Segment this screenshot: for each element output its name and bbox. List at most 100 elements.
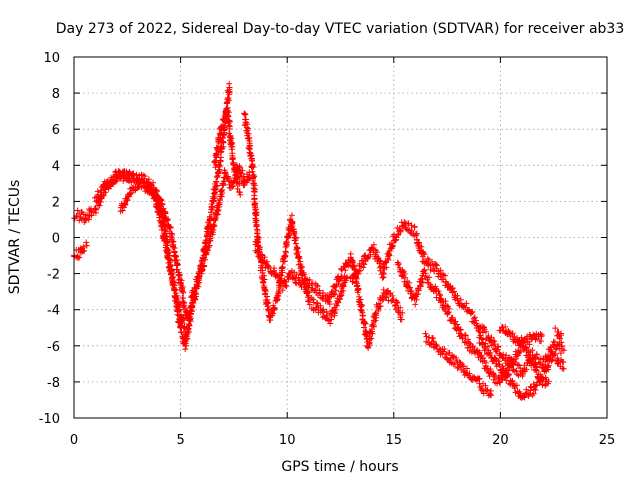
data-point <box>256 246 263 253</box>
data-point <box>433 294 440 301</box>
y-tick-label: -8 <box>47 376 60 391</box>
data-point <box>146 189 153 196</box>
data-point <box>226 86 233 93</box>
data-point <box>482 340 489 347</box>
data-point <box>264 300 271 307</box>
data-point <box>532 387 539 394</box>
data-point <box>336 296 343 303</box>
data-point <box>153 188 160 195</box>
data-point <box>452 318 459 325</box>
data-point <box>275 290 282 297</box>
data-point <box>422 330 429 337</box>
data-point <box>213 179 220 186</box>
data-point <box>476 375 483 382</box>
data-point <box>166 255 173 262</box>
data-point <box>96 202 103 209</box>
data-point <box>351 262 358 269</box>
data-point <box>502 323 509 330</box>
data-point <box>290 228 297 235</box>
data-point <box>97 199 104 206</box>
data-point <box>279 287 286 294</box>
data-point <box>545 378 552 385</box>
data-point <box>211 223 218 230</box>
data-point <box>349 275 356 282</box>
data-point <box>199 266 206 273</box>
data-point <box>413 230 420 237</box>
data-point <box>529 347 536 354</box>
data-point <box>219 186 226 193</box>
data-point <box>442 298 449 305</box>
data-point <box>104 182 111 189</box>
data-point <box>463 300 470 307</box>
data-point <box>254 227 261 234</box>
data-point <box>335 299 342 306</box>
data-point <box>179 288 186 295</box>
data-point <box>286 227 293 234</box>
data-point <box>441 272 448 279</box>
data-point <box>397 304 404 311</box>
data-point <box>338 273 345 280</box>
data-point <box>226 123 233 130</box>
data-point <box>120 177 127 184</box>
data-point <box>214 172 221 179</box>
data-point <box>411 224 418 231</box>
data-point <box>354 286 361 293</box>
data-point <box>213 182 220 189</box>
data-point <box>533 367 540 374</box>
data-point <box>437 292 444 299</box>
x-tick-label: 5 <box>176 433 184 448</box>
data-point <box>502 367 509 374</box>
data-point <box>320 306 327 313</box>
data-point <box>516 362 523 369</box>
data-point <box>314 283 321 290</box>
data-point <box>265 306 272 313</box>
data-point <box>433 342 440 349</box>
data-point <box>229 183 236 190</box>
data-point <box>170 279 177 286</box>
data-point <box>121 200 128 207</box>
data-point <box>419 279 426 286</box>
data-point <box>289 220 296 227</box>
data-point <box>210 198 217 205</box>
data-point <box>282 248 289 255</box>
data-point <box>504 372 511 379</box>
data-point <box>480 336 487 343</box>
data-point <box>376 257 383 264</box>
data-point <box>122 201 129 208</box>
data-point <box>269 310 276 317</box>
data-point <box>162 228 169 235</box>
data-point <box>250 164 257 171</box>
data-point <box>274 274 281 281</box>
data-point <box>235 180 242 187</box>
data-point <box>172 253 179 260</box>
data-point <box>207 235 214 242</box>
data-point <box>283 283 290 290</box>
y-axis-title: SDTVAR / TECUs <box>7 180 23 295</box>
data-point <box>76 254 83 261</box>
data-point <box>556 335 563 342</box>
data-point <box>177 279 184 286</box>
y-tick-label: -10 <box>39 412 60 427</box>
data-point <box>216 137 223 144</box>
data-point <box>379 274 386 281</box>
data-point <box>178 328 185 335</box>
data-point <box>476 349 483 356</box>
data-point <box>356 293 363 300</box>
data-point <box>294 245 301 252</box>
data-point <box>237 191 244 198</box>
data-point <box>225 95 232 102</box>
data-point <box>548 348 555 355</box>
data-point <box>283 242 290 249</box>
data-point <box>523 344 530 351</box>
data-point <box>251 201 258 208</box>
data-point <box>549 356 556 363</box>
data-point <box>224 107 231 114</box>
data-point <box>372 317 379 324</box>
data-point <box>153 194 160 201</box>
data-point <box>418 243 425 250</box>
y-tick-label: 2 <box>52 195 60 210</box>
data-point <box>155 207 162 214</box>
x-tick-label: 15 <box>386 433 403 448</box>
data-point <box>186 322 193 329</box>
data-point <box>147 183 154 190</box>
